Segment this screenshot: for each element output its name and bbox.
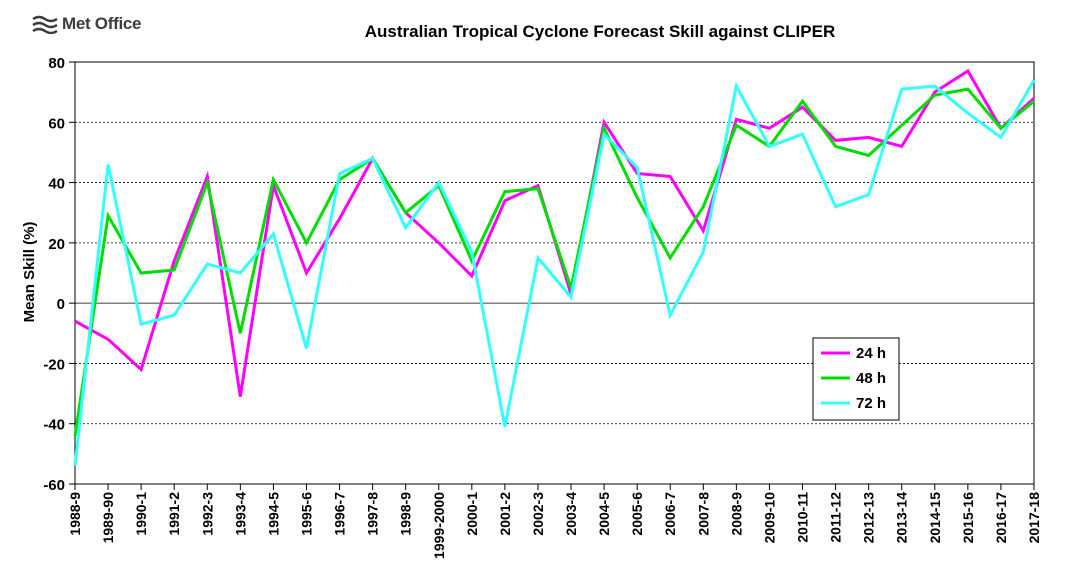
x-tick-label: 2006-7 xyxy=(662,492,678,536)
legend-label: 72 h xyxy=(856,395,886,412)
plot-area-border xyxy=(74,61,1035,485)
grid-layer xyxy=(75,61,1034,425)
axis-layer: -60 -40 -20 0 20 40 60 80 1988-9 1989-90 1990-1 199… xyxy=(43,55,1042,559)
y-axis-label: Mean Skill (%) xyxy=(21,222,38,323)
legend: 24 h 48 h 72 h xyxy=(812,337,900,421)
x-tick-label: 2011-12 xyxy=(828,492,844,543)
met-office-logo: Met Office xyxy=(32,14,141,34)
x-tick-label: 1994-5 xyxy=(265,492,281,536)
logo-text: Met Office xyxy=(62,14,142,33)
series-layer xyxy=(73,68,1036,467)
x-tick-label: 2010-11 xyxy=(795,492,811,543)
y-tick-label: -40 xyxy=(43,417,65,434)
series-line xyxy=(74,68,1036,397)
y-tick-label: 80 xyxy=(48,55,65,72)
met-office-logo-icon xyxy=(32,15,58,34)
x-tick-label: 1990-1 xyxy=(133,492,149,536)
y-tick-label: 60 xyxy=(48,115,65,132)
x-tick-label: 2009-10 xyxy=(761,492,777,544)
series-line xyxy=(73,79,1036,467)
y-tick-label: -20 xyxy=(43,356,65,373)
x-tick-label: 2003-4 xyxy=(563,492,579,536)
x-tick-label: 2016-17 xyxy=(993,492,1009,544)
x-tick-label: 2012-13 xyxy=(861,492,877,544)
y-tick-label: 20 xyxy=(48,236,65,253)
y-tick-label: -60 xyxy=(43,477,65,494)
x-tick-label: 1997-8 xyxy=(365,492,381,536)
legend-box xyxy=(812,337,900,421)
x-tick-label: 2002-3 xyxy=(530,492,546,536)
legend-label: 24 h xyxy=(856,345,886,362)
x-tick-label: 2013-14 xyxy=(894,492,910,544)
x-tick-label: 2015-16 xyxy=(960,492,976,544)
x-tick-label: 1989-90 xyxy=(100,492,116,544)
x-tick-label: 2000-1 xyxy=(464,492,480,536)
x-tick-label: 1998-9 xyxy=(398,492,414,536)
x-tick-label: 2004-5 xyxy=(596,492,612,536)
x-tick-label: 1992-3 xyxy=(199,492,215,536)
x-tick-label: 1993-4 xyxy=(232,492,248,536)
x-tick-label: 1988-9 xyxy=(67,492,83,536)
x-tick-label: 2001-2 xyxy=(497,492,513,536)
x-tick-label: 1996-7 xyxy=(332,492,348,536)
y-tick-label: 0 xyxy=(57,296,65,313)
x-tick-label: 2005-6 xyxy=(629,492,645,536)
x-tick-label: 1991-2 xyxy=(166,492,182,536)
x-tick-label: 2008-9 xyxy=(728,492,744,536)
x-tick-label: 2014-15 xyxy=(927,492,943,544)
x-tick-label: 2007-8 xyxy=(695,492,711,536)
series-line xyxy=(73,87,1035,437)
chart-title: Australian Tropical Cyclone Forecast Ski… xyxy=(364,22,836,41)
x-tick-label: 1995-6 xyxy=(298,492,314,536)
x-tick-label: 1999-2000 xyxy=(431,492,447,559)
legend-label: 48 h xyxy=(856,370,886,387)
x-tick-label: 2017-18 xyxy=(1026,492,1042,544)
y-tick-label: 40 xyxy=(48,176,65,193)
